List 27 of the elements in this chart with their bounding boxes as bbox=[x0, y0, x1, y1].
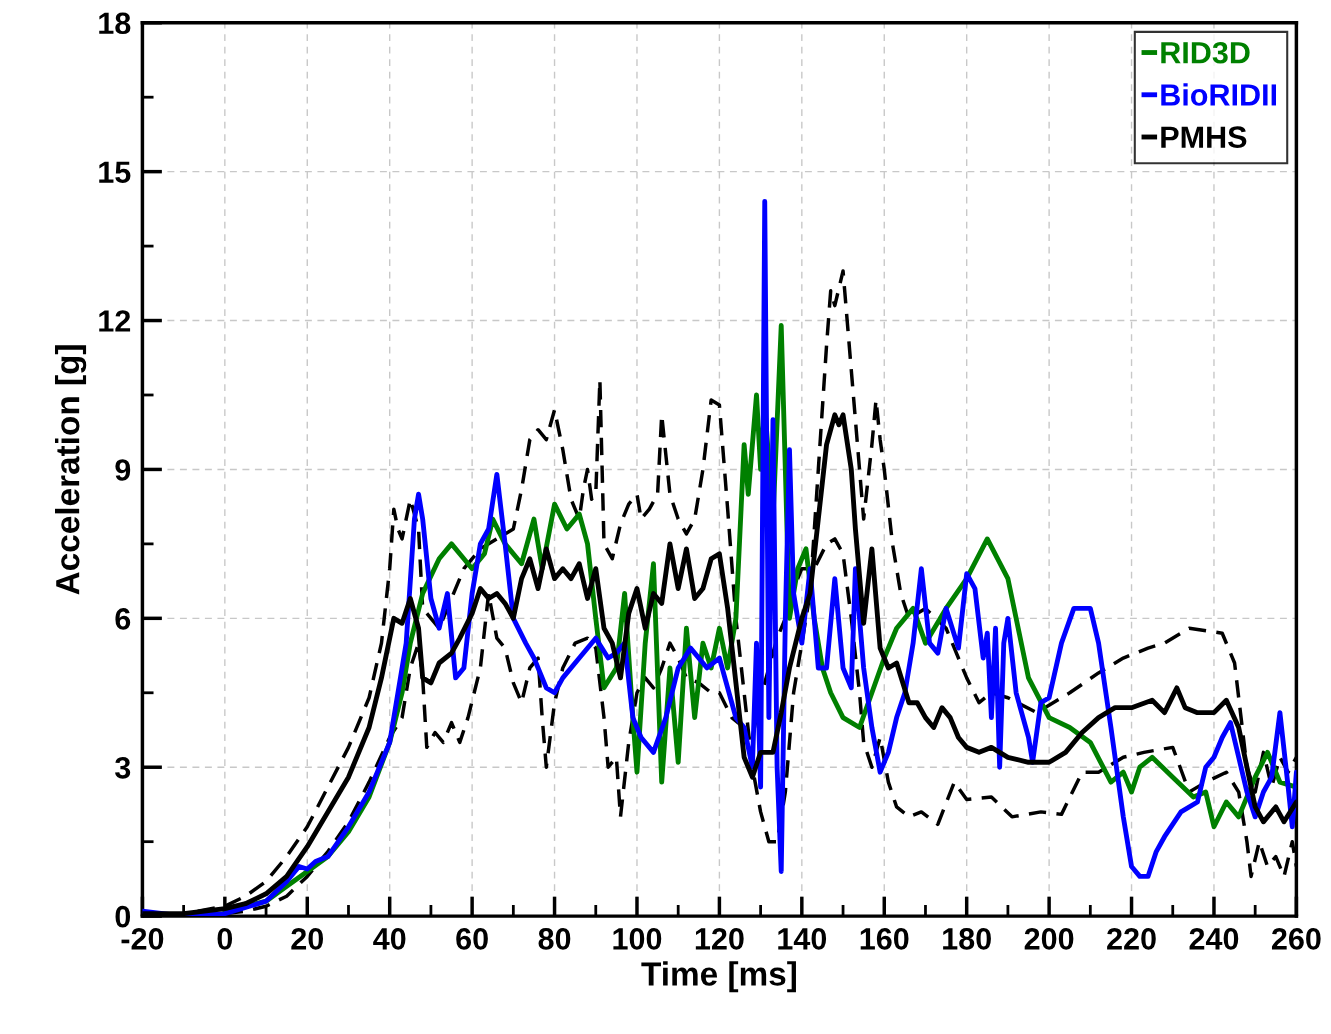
y-axis-title: Acceleration [g] bbox=[54, 345, 87, 595]
y-tick-label: 9 bbox=[115, 459, 131, 481]
x-tick-label: 260 bbox=[1271, 928, 1321, 950]
x-tick-label: 200 bbox=[1024, 928, 1074, 950]
y-tick-label: 18 bbox=[99, 12, 131, 35]
y-tick-label: 12 bbox=[99, 310, 131, 332]
legend-label: BioRIDII bbox=[1161, 83, 1277, 106]
x-tick-label: 140 bbox=[778, 928, 827, 950]
x-tick-label: 160 bbox=[860, 928, 909, 950]
x-tick-label: 60 bbox=[456, 928, 488, 950]
y-tick-label: 15 bbox=[99, 161, 131, 184]
y-tick-label: 0 bbox=[115, 905, 131, 928]
x-tick-label: 40 bbox=[373, 928, 406, 950]
x-tick-label: 120 bbox=[695, 928, 744, 950]
legend-label: RID3D bbox=[1161, 41, 1250, 64]
x-tick-label: 220 bbox=[1107, 928, 1156, 950]
x-tick-label: 180 bbox=[943, 928, 991, 950]
y-tick-label: 3 bbox=[115, 756, 131, 779]
x-tick-label: 0 bbox=[217, 928, 233, 950]
x-tick-label: -20 bbox=[121, 928, 164, 950]
y-tick-label: 6 bbox=[115, 608, 131, 630]
x-tick-label: 100 bbox=[613, 928, 662, 950]
legend-label: PMHS bbox=[1161, 126, 1247, 148]
x-tick-label: 240 bbox=[1189, 928, 1239, 950]
x-tick-label: 80 bbox=[538, 928, 571, 950]
x-tick-label: 20 bbox=[291, 928, 324, 950]
x-axis-title: Time [ms] bbox=[641, 961, 796, 993]
